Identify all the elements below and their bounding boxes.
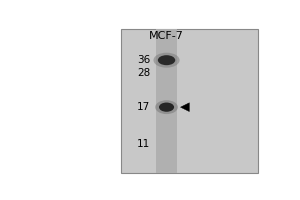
Text: MCF-7: MCF-7	[149, 31, 184, 41]
Bar	[156, 29, 177, 173]
Ellipse shape	[155, 100, 178, 114]
Text: 36: 36	[137, 55, 150, 65]
Polygon shape	[181, 103, 189, 112]
Ellipse shape	[158, 55, 175, 65]
Text: 11: 11	[137, 139, 150, 149]
Bar	[121, 29, 258, 173]
Ellipse shape	[154, 53, 180, 68]
Ellipse shape	[159, 103, 174, 112]
Text: 28: 28	[137, 68, 150, 78]
Text: 17: 17	[137, 102, 150, 112]
